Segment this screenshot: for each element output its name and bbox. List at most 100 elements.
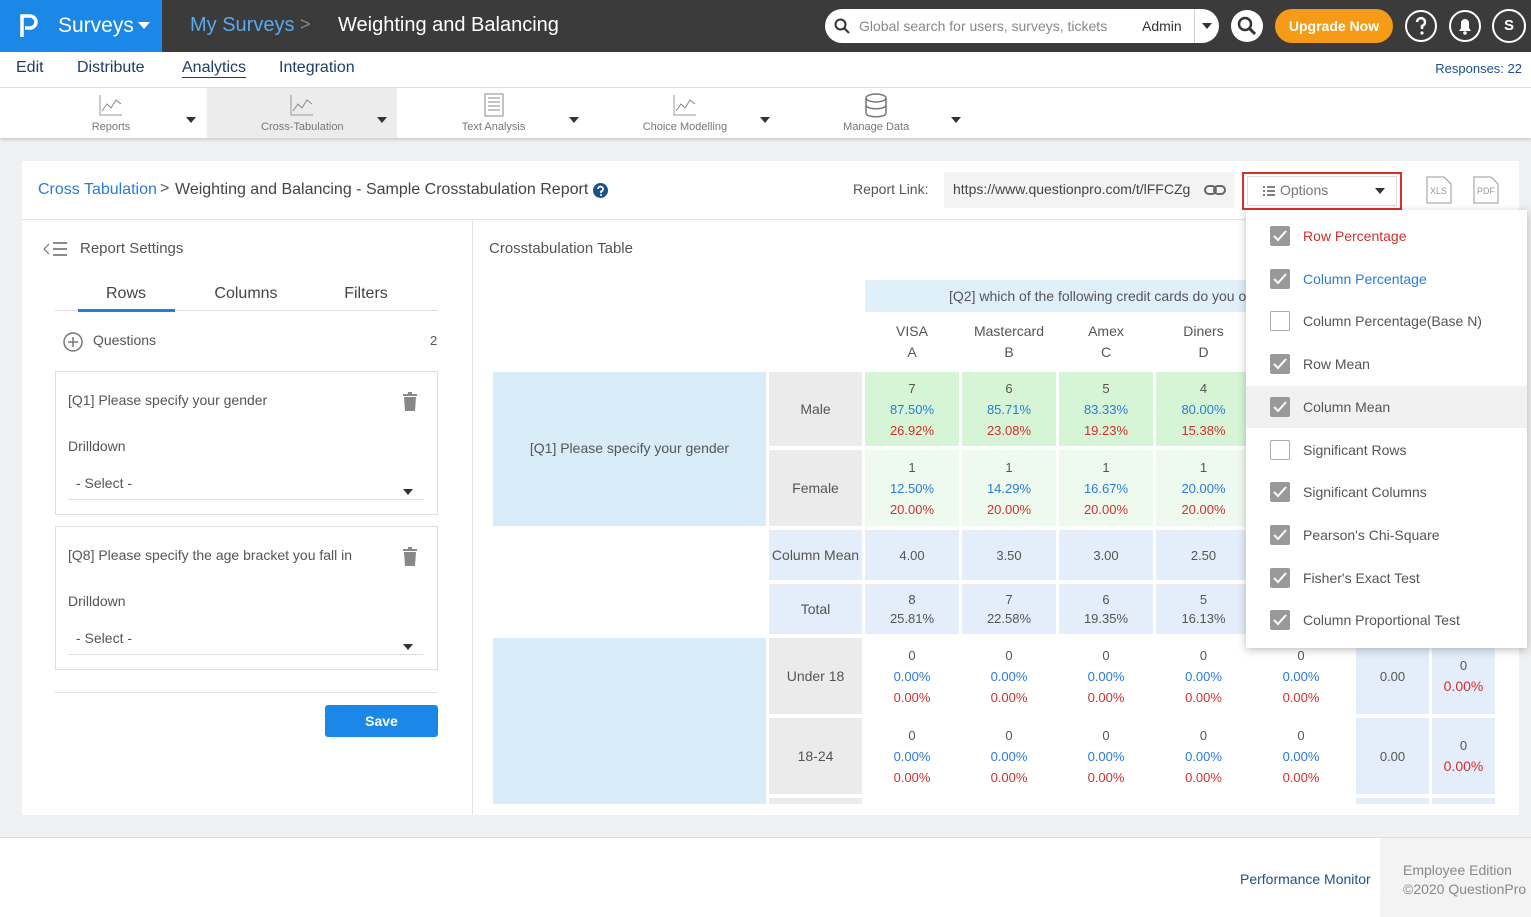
cell-value: 8 (908, 590, 915, 609)
cell-value: 6 (1102, 590, 1109, 609)
cell: 114.29%20.00% (962, 450, 1056, 526)
checkbox[interactable] (1270, 525, 1290, 545)
cell (1059, 798, 1153, 804)
cell-value: 0.00% (991, 666, 1028, 687)
cell-value: 20.00% (1084, 499, 1128, 520)
cell-value: 3.50 (996, 545, 1021, 566)
option-label: Row Percentage (1303, 228, 1407, 244)
cell: 2.50 (1156, 530, 1251, 580)
option-item[interactable]: Significant Columns (1246, 471, 1527, 513)
checkbox[interactable] (1270, 440, 1290, 460)
row-label-text: Total (801, 600, 831, 619)
cell: 3.00 (1059, 530, 1153, 580)
row-label: Female (769, 450, 862, 526)
option-item[interactable]: Significant Rows (1246, 429, 1527, 471)
option-label: Column Proportional Test (1303, 612, 1460, 628)
cell-value: 1 (908, 457, 915, 478)
cell-value: 85.71% (987, 399, 1031, 420)
copyright: ©2020 QuestionPro (1403, 881, 1526, 897)
option-item[interactable]: Column Proportional Test (1246, 599, 1527, 641)
column-head-text: D (1198, 342, 1208, 363)
cell-value: 26.92% (890, 420, 934, 441)
row-label: Under 18 (769, 638, 862, 714)
cell-value: 1 (1102, 457, 1109, 478)
column-header-text: [Q2] which of the following credit cards… (949, 288, 1246, 304)
cell-value: 20.00% (1181, 478, 1225, 499)
cell: 685.71%23.08% (962, 372, 1056, 446)
cell-value: 12.50% (890, 478, 934, 499)
column-head: DinersD (1156, 316, 1251, 368)
option-label: Fisher's Exact Test (1303, 570, 1420, 586)
option-item[interactable]: Column Mean (1246, 386, 1527, 428)
cell (865, 798, 959, 804)
cell-value: 0.00% (1283, 767, 1320, 788)
cell: 00.00%0.00% (865, 718, 959, 794)
row-label (769, 798, 862, 804)
row-label-text: Under 18 (787, 667, 845, 686)
checkbox[interactable] (1270, 354, 1290, 374)
cell-value: 2.50 (1191, 545, 1216, 566)
cell-value: 0 (908, 645, 915, 666)
option-label: Column Mean (1303, 399, 1390, 415)
cell-value: 0.00% (991, 767, 1028, 788)
cell-value: 0 (1102, 645, 1109, 666)
cell-value: 20.00% (890, 499, 934, 520)
cell: 112.50%20.00% (865, 450, 959, 526)
cell-value: 0 (1005, 645, 1012, 666)
cell: 00.00%0.00% (1253, 638, 1349, 714)
option-label: Significant Rows (1303, 442, 1407, 458)
cell-value: 15.38% (1181, 420, 1225, 441)
cell-value: 0 (1102, 725, 1109, 746)
cell-value: 0.00% (1088, 687, 1125, 708)
column-head-text: Diners (1183, 321, 1223, 342)
cell-value: 7 (908, 378, 915, 399)
column-head-text: Mastercard (974, 321, 1044, 342)
cell-value: 23.08% (987, 420, 1031, 441)
checkbox[interactable] (1270, 311, 1290, 331)
option-item[interactable]: Fisher's Exact Test (1246, 557, 1527, 599)
cell-value: 0.00% (1185, 687, 1222, 708)
option-item[interactable]: Row Percentage (1246, 215, 1527, 257)
column-head-text: B (1004, 342, 1013, 363)
option-item[interactable]: Column Percentage(Base N) (1246, 300, 1527, 342)
cell-value: 14.29% (987, 478, 1031, 499)
cell-value: 0.00 (1380, 746, 1405, 767)
cell: 0.00 (1356, 638, 1429, 714)
options-dropdown: Row Percentage Column PercentageColumn Pe… (1246, 210, 1527, 648)
cell-value: 0.00% (1283, 746, 1320, 767)
option-item[interactable]: Pearson's Chi-Square (1246, 514, 1527, 556)
cell (962, 798, 1056, 804)
cell-value: 0 (1200, 645, 1207, 666)
cell: 787.50%26.92% (865, 372, 959, 446)
cell-value: 0.00% (1444, 756, 1484, 777)
cell-value: 0.00% (1088, 666, 1125, 687)
checkbox[interactable] (1270, 610, 1290, 630)
cell: 00.00%0.00% (1059, 718, 1153, 794)
cell-value: 0 (1460, 655, 1467, 676)
row-label: Total (769, 584, 862, 634)
cell-value: 16.13% (1181, 609, 1225, 628)
cell-value: 0 (1460, 735, 1467, 756)
option-item[interactable]: Column Percentage (1246, 258, 1527, 300)
checkbox[interactable] (1270, 397, 1290, 417)
cell-value: 16.67% (1084, 478, 1128, 499)
cell-value: 6 (1005, 378, 1012, 399)
checkbox[interactable] (1270, 269, 1290, 289)
cell: 4.00 (865, 530, 959, 580)
row-group-label: [Q1] Please specify your gender (493, 440, 766, 456)
cell-value: 0 (1005, 725, 1012, 746)
checkbox[interactable] (1270, 482, 1290, 502)
cell-value: 0.00% (894, 767, 931, 788)
cell-value: 0.00% (894, 687, 931, 708)
cell-value: 0.00% (1185, 666, 1222, 687)
cell-value: 87.50% (890, 399, 934, 420)
footer-link[interactable]: Performance Monitor (1240, 871, 1371, 887)
cell: 00.00%0.00% (962, 638, 1056, 714)
option-item[interactable]: Row Mean (1246, 343, 1527, 385)
checkbox[interactable] (1270, 226, 1290, 246)
column-head: MastercardB (962, 316, 1056, 368)
checkbox[interactable] (1270, 568, 1290, 588)
cell-value: 1 (1005, 457, 1012, 478)
cell-value: 0.00% (1185, 746, 1222, 767)
cell: 480.00%15.38% (1156, 372, 1251, 446)
